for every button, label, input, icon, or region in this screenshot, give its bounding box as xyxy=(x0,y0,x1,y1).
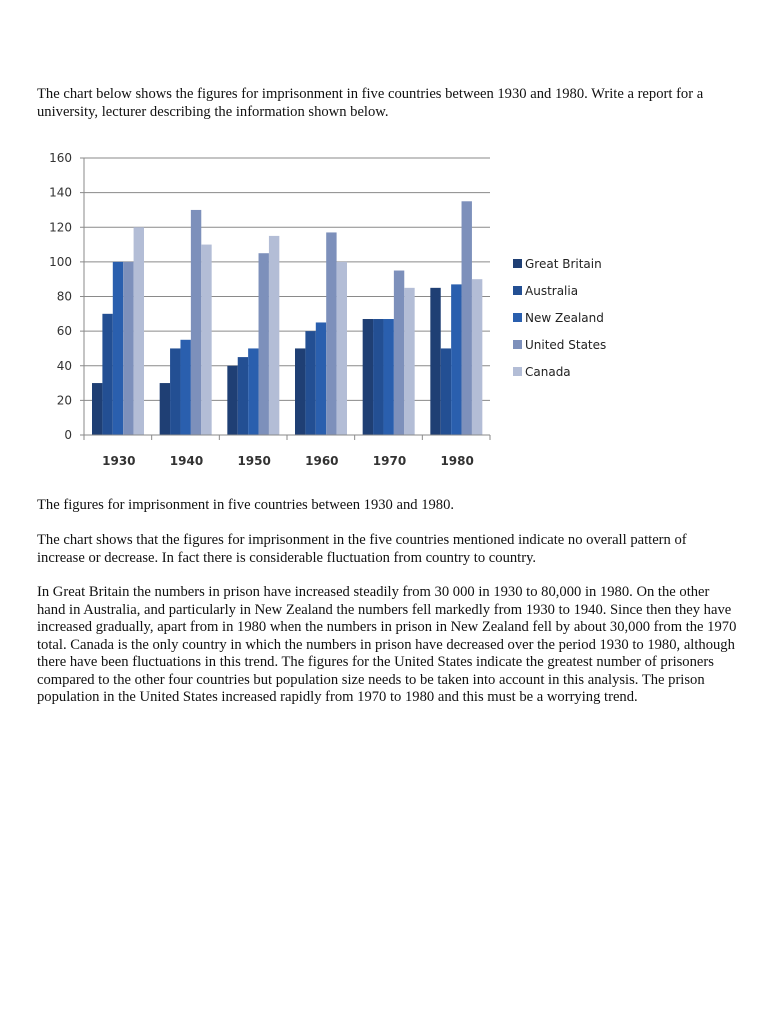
legend-item: United States xyxy=(513,331,606,358)
bar-great-britain-1940 xyxy=(159,383,171,435)
chart-caption: The figures for imprisonment in five cou… xyxy=(37,497,455,513)
bar-chart: 0 20 40 60 80 100 120 140 160 1930 1940 1950 1960 197… xyxy=(49,151,491,468)
y-tick-label: 80 xyxy=(57,290,72,304)
y-tick-label: 40 xyxy=(57,359,72,373)
x-tick-label: 1940 xyxy=(170,454,203,468)
y-tick-label: 120 xyxy=(49,220,72,234)
legend-item: Great Britain xyxy=(513,250,606,277)
legend-swatch xyxy=(513,286,522,295)
legend-swatch xyxy=(513,367,522,376)
legend-swatch xyxy=(513,313,522,322)
legend-label: Australia xyxy=(525,283,579,298)
x-tick-label: 1930 xyxy=(102,454,135,468)
bar-great-britain-1950 xyxy=(227,365,238,435)
bar-great-britain-1930 xyxy=(92,383,103,435)
bar-united-states-1970 xyxy=(393,270,405,435)
bar-australia-1940 xyxy=(170,348,181,435)
bar-united-states-1930 xyxy=(123,261,134,435)
bar-united-states-1960 xyxy=(326,232,337,435)
legend-label: New Zealand xyxy=(525,310,604,325)
bar-australia-1950 xyxy=(237,357,249,435)
bar-australia-1970 xyxy=(373,319,384,435)
bar-canada-1950 xyxy=(268,235,280,435)
y-tick-label: 100 xyxy=(49,255,72,269)
bar-canada-1940 xyxy=(201,244,212,435)
bar-united-states-1980 xyxy=(461,201,472,435)
legend-label: United States xyxy=(525,337,607,352)
legend-item: Canada xyxy=(513,358,606,385)
bar-australia-1930 xyxy=(102,313,113,435)
y-tick-label: 60 xyxy=(57,324,72,338)
legend-swatch xyxy=(513,259,522,268)
bar-new-zealand-1950 xyxy=(248,348,259,435)
paragraph-details: In Great Britain the numbers in prison h… xyxy=(37,584,737,705)
legend-label: Canada xyxy=(525,364,571,379)
x-tick-label: 1960 xyxy=(305,454,338,468)
y-tick-label: 20 xyxy=(57,393,72,407)
bar-new-zealand-1970 xyxy=(383,319,394,435)
bar-new-zealand-1940 xyxy=(180,339,191,435)
legend-swatch xyxy=(513,340,522,349)
bar-great-britain-1960 xyxy=(295,348,306,435)
bar-canada-1970 xyxy=(404,287,415,435)
bar-australia-1980 xyxy=(440,348,452,435)
bar-australia-1960 xyxy=(305,331,316,435)
legend-label: Great Britain xyxy=(525,256,602,271)
x-tick-label: 1980 xyxy=(440,454,473,468)
legend-item: New Zealand xyxy=(513,304,606,331)
chart-legend: Great Britain Australia New Zealand United … xyxy=(513,250,606,385)
x-tick-label: 1970 xyxy=(373,454,406,468)
y-tick-label: 140 xyxy=(49,186,72,200)
bar-great-britain-1980 xyxy=(430,287,441,435)
y-tick-label: 0 xyxy=(64,428,72,442)
intro-text: The chart below shows the figures for im… xyxy=(37,86,704,120)
bar-canada-1960 xyxy=(336,261,347,435)
y-tick-label: 160 xyxy=(49,151,72,165)
paragraph-overview: The chart shows that the figures for imp… xyxy=(37,532,687,566)
bar-canada-1980 xyxy=(471,279,483,435)
x-tick-label: 1950 xyxy=(237,454,270,468)
bar-united-states-1950 xyxy=(258,253,269,435)
bar-great-britain-1970 xyxy=(362,319,374,435)
bar-canada-1930 xyxy=(133,227,144,435)
legend-item: Australia xyxy=(513,277,606,304)
bar-new-zealand-1960 xyxy=(315,322,327,435)
bar-united-states-1940 xyxy=(190,209,202,435)
bar-new-zealand-1980 xyxy=(451,284,462,435)
bar-new-zealand-1930 xyxy=(112,261,124,435)
